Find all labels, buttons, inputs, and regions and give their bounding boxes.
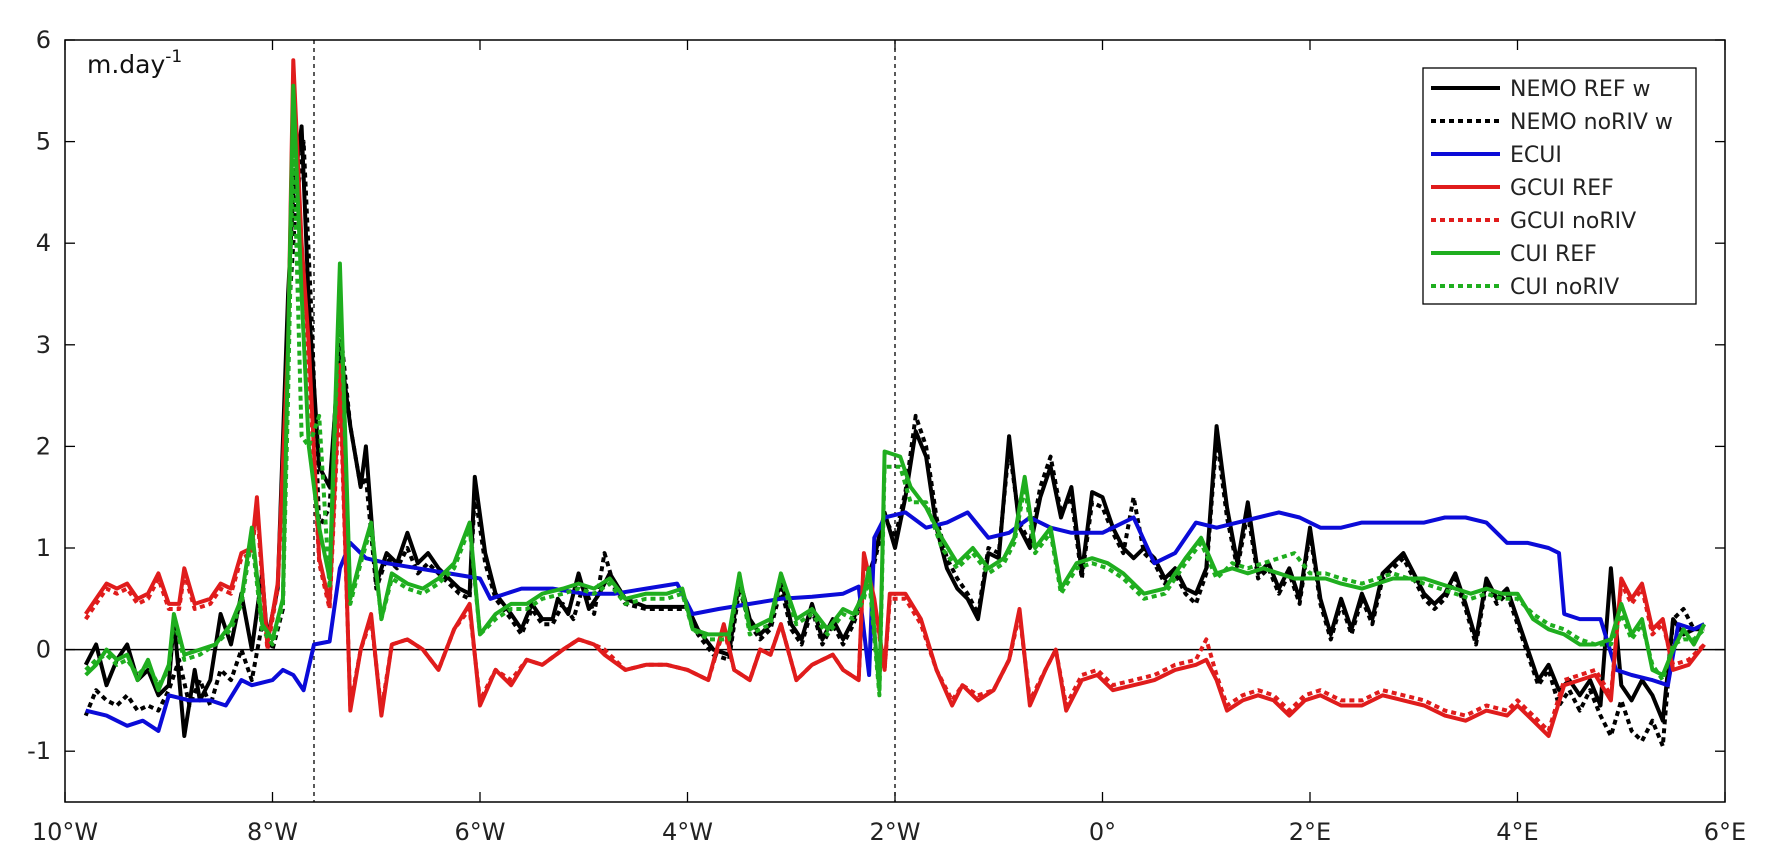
legend-label: ECUI — [1510, 143, 1562, 168]
legend-label: GCUI REF — [1510, 176, 1614, 201]
y-tick-label: 1 — [36, 534, 51, 562]
legend-label: GCUI noRIV — [1510, 209, 1636, 234]
y-tick-label: 3 — [36, 331, 51, 359]
x-tick-label: 4°W — [662, 818, 713, 846]
x-tick-label: 2°E — [1289, 818, 1331, 846]
unit-label: m.day-1 — [87, 47, 182, 79]
y-tick-label: 6 — [36, 26, 51, 54]
x-tick-label: 8°W — [247, 818, 298, 846]
vertical-reference-lines — [313, 40, 896, 802]
unit-label-exponent: -1 — [165, 47, 182, 67]
series-layer — [83, 58, 1707, 749]
legend: NEMO REF w NEMO noRIV w ECUI GCUI REF GCUI n… — [1422, 67, 1697, 305]
y-tick-label: 2 — [36, 432, 51, 460]
legend-label: CUI REF — [1510, 242, 1597, 267]
y-axis: -1 0 1 2 3 4 5 6 — [27, 26, 1725, 765]
x-tick-label: 2°W — [870, 818, 921, 846]
x-tick-label: 4°E — [1496, 818, 1538, 846]
x-tick-label: 6°E — [1704, 818, 1746, 846]
y-tick-label: 0 — [36, 636, 51, 664]
y-tick-label: -1 — [27, 737, 51, 765]
x-tick-label: 0° — [1089, 818, 1116, 846]
unit-label-base: m.day — [87, 50, 165, 79]
legend-label: CUI noRIV — [1510, 275, 1619, 300]
y-tick-label: 5 — [36, 128, 51, 156]
series-line-cui-noriv — [84, 129, 1706, 698]
x-axis: 10°W 8°W 6°W 4°W 2°W 0° 2°E 4°E 6°E — [32, 40, 1746, 846]
y-tick-label: 4 — [36, 229, 51, 257]
legend-label: NEMO noRIV w — [1510, 110, 1673, 135]
legend-label: NEMO REF w — [1510, 77, 1650, 102]
x-tick-label: 10°W — [32, 818, 98, 846]
series-line-ecui — [85, 510, 1706, 733]
x-tick-label: 6°W — [455, 818, 506, 846]
series-line-cui-ref — [84, 83, 1707, 693]
